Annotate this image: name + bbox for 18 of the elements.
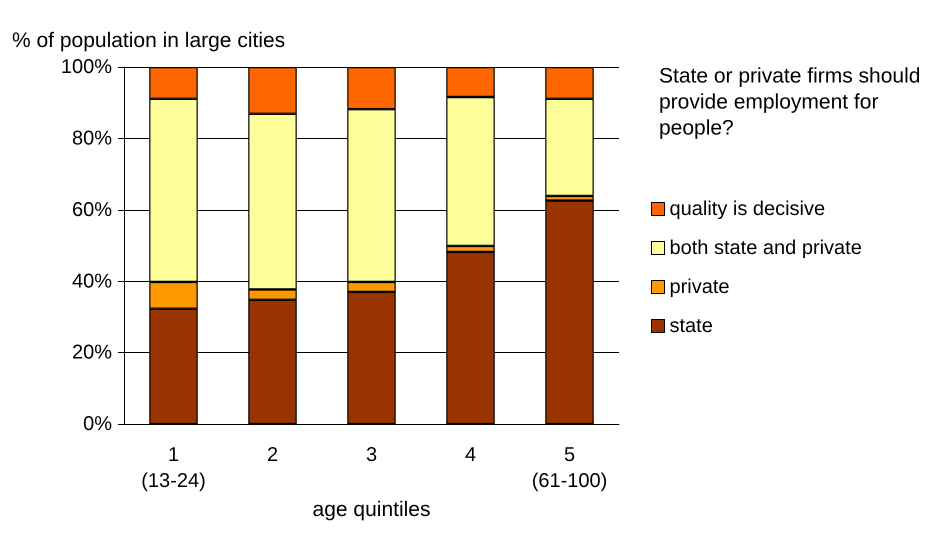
x-tick-label: 5 (61-100) — [532, 444, 608, 492]
y-tick-label: 100% — [60, 56, 112, 78]
x-tick-label: 4 — [464, 444, 476, 466]
y-tick-label: 60% — [72, 198, 112, 221]
legend-label: state — [670, 315, 713, 337]
y-tick-label: 80% — [72, 127, 112, 150]
x-tick-label: 1 (13-24) — [141, 444, 206, 492]
y-tick-label: 40% — [72, 270, 112, 292]
legend-label: quality is decisive — [670, 198, 826, 220]
x-axis-title: age quintiles — [312, 498, 430, 521]
y-axis-title: % of population in large cities — [12, 29, 286, 52]
legend-label: both state and private — [670, 237, 862, 259]
y-tick-label: 0% — [83, 413, 112, 436]
x-tick-label: 3 — [366, 444, 378, 466]
y-tick-label: 20% — [72, 342, 112, 364]
legend-label: private — [670, 276, 730, 298]
legend-title: State or private firms should provide employment for people? — [659, 64, 926, 140]
x-tick-label: 2 — [266, 444, 278, 466]
